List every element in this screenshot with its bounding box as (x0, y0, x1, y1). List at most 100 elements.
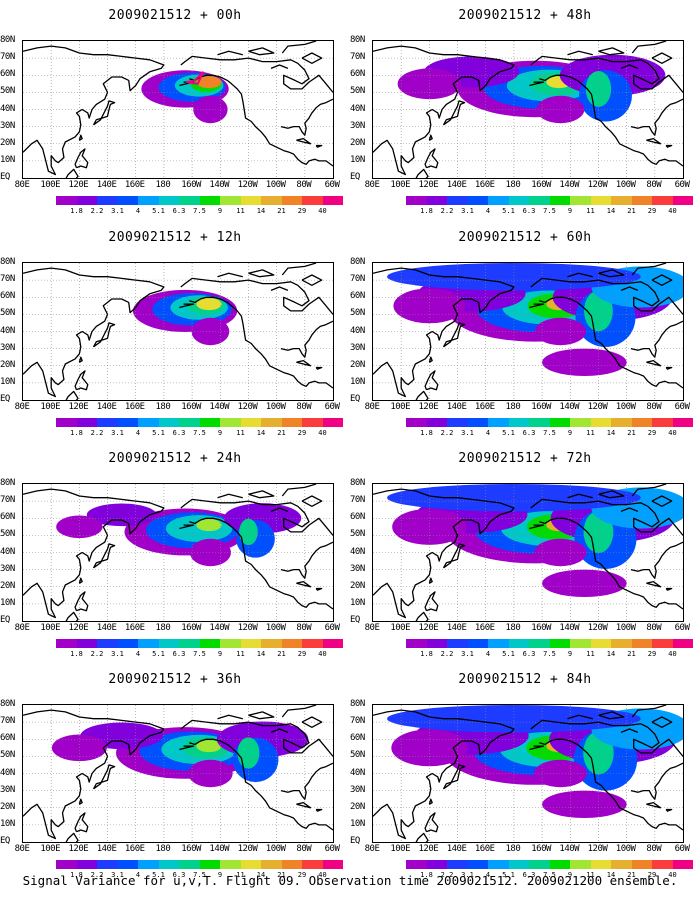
colorbar-swatch (529, 418, 550, 427)
colorbar-label: 11 (236, 429, 245, 437)
colorbar-swatch (199, 418, 220, 427)
coastline (296, 801, 312, 809)
colorbar (56, 418, 343, 427)
coastline (78, 577, 83, 584)
coastline (270, 286, 289, 292)
latitude-label: 30N (350, 784, 365, 795)
map-area (372, 704, 684, 843)
longitude-label: 140W (559, 623, 580, 633)
colorbar-label: 14 (606, 429, 616, 437)
longitude-label: 160E (474, 844, 495, 854)
colorbar-label: 14 (256, 207, 266, 215)
variance-shade (387, 263, 641, 291)
coastline (315, 587, 323, 591)
coastline (315, 366, 323, 370)
coastline (92, 100, 116, 126)
coastline (301, 495, 323, 507)
longitude-label: 60W (324, 844, 340, 854)
variance-shade (534, 317, 587, 346)
map-svg (373, 705, 683, 842)
colorbar-label: 7.5 (193, 871, 206, 879)
longitude-label: 80E (14, 180, 30, 190)
colorbar-label: 4 (485, 429, 491, 437)
colorbar-swatch (672, 418, 693, 427)
colorbar-swatch (322, 196, 343, 205)
colorbar-swatch (529, 860, 550, 869)
latitude-label: 30N (0, 120, 15, 131)
colorbar-swatch (570, 196, 591, 205)
longitude-label: 140E (446, 844, 467, 854)
coastline (415, 611, 429, 621)
longitude-label: 180 (155, 844, 171, 854)
latitude-label: EQ (0, 615, 10, 625)
coastline (248, 490, 275, 499)
colorbar-swatch (467, 418, 488, 427)
coastline (598, 47, 625, 56)
colorbar-label: 11 (586, 650, 595, 658)
colorbar-swatch (611, 860, 632, 869)
map-area (372, 262, 684, 401)
colorbar-label: 3.1 (461, 871, 474, 879)
colorbar-swatch (426, 639, 447, 648)
map-panel: 2009021512 + 84h 80N 70N 60N 50N 40N 30N 20N 10N… (350, 664, 700, 884)
latitude-label: 60N (0, 291, 15, 302)
coastline (217, 50, 243, 56)
colorbar-label: 6.3 (172, 429, 186, 437)
coastline (651, 52, 673, 64)
colorbar-swatch (240, 639, 261, 648)
latitude-label: 40N (0, 325, 15, 336)
coastline (424, 148, 439, 169)
map-area (372, 40, 684, 179)
latitude-label: 80N (0, 257, 15, 267)
colorbar-label: 40 (318, 650, 327, 658)
longitude-label: 140E (96, 844, 117, 854)
coastline (539, 74, 683, 167)
colorbar-swatch (672, 196, 693, 205)
map-panel: 2009021512 + 48h 80N 70N 60N 50N 40N 30N 20N 10N… (350, 0, 700, 220)
latitude-label: 30N (0, 784, 15, 795)
coastline (180, 498, 333, 536)
map-svg (23, 263, 333, 400)
coastline (620, 286, 639, 292)
colorbar-swatch (508, 639, 529, 648)
colorbar-label: 21 (627, 871, 636, 879)
figure-caption: Signal Variance for u,v,T. Flight 09. Ob… (22, 873, 678, 888)
latitude-label: EQ (350, 836, 360, 846)
colorbar-swatch (302, 639, 323, 648)
latitude-label: 50N (0, 529, 15, 540)
variance-shade (196, 298, 222, 311)
coastline (301, 52, 323, 64)
longitude-label: 60W (674, 623, 690, 633)
variance-shade (533, 759, 587, 788)
latitude-label: 80N (0, 478, 15, 488)
coastline (92, 322, 116, 348)
colorbar-label: 40 (668, 207, 677, 215)
latitude-label: 60N (350, 733, 365, 744)
colorbar-label: 40 (318, 871, 327, 879)
colorbar-label: 1.8 (70, 650, 83, 658)
coastline (529, 81, 545, 87)
map-area (22, 262, 334, 401)
longitude-label: 120W (237, 402, 258, 412)
colorbar-label: 1.8 (420, 207, 433, 215)
coastline (651, 495, 673, 507)
coastline (179, 303, 195, 309)
longitude-label: 160E (474, 402, 495, 412)
longitude-label: 140E (96, 180, 117, 190)
colorbar-label: 4 (135, 650, 141, 658)
latitude-label: 10N (350, 597, 365, 608)
colorbar-label: 9 (217, 429, 223, 437)
colorbar-swatch (322, 860, 343, 869)
coastline (646, 137, 662, 145)
colorbar-swatch (488, 860, 509, 869)
colorbar-label: 2.2 (440, 871, 454, 879)
coastline (530, 55, 683, 93)
coastline (415, 390, 429, 400)
coastline (646, 580, 662, 588)
longitude-label: 120E (68, 180, 89, 190)
longitude-label: 60W (674, 402, 690, 412)
colorbar-label: 3.1 (111, 207, 124, 215)
coastline (631, 41, 667, 54)
map-area (372, 483, 684, 622)
coastline (442, 322, 466, 348)
